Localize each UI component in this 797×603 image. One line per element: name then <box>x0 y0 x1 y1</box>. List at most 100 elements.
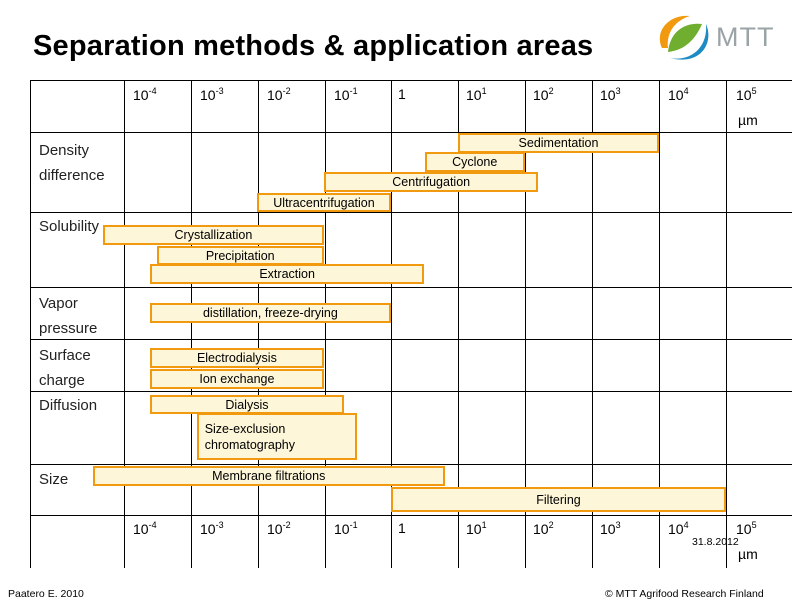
tick-exponent: 1 <box>481 520 487 530</box>
axis-tick-label: 101 <box>466 86 487 103</box>
method-bar: Sedimentation <box>458 133 659 153</box>
tick-exponent: -2 <box>282 86 291 96</box>
tick-exponent: 5 <box>751 86 757 96</box>
footer-copyright: © MTT Agrifood Research Finland <box>605 588 764 600</box>
category-label: Diffusion <box>39 397 98 414</box>
tick-base: 10 <box>668 87 684 103</box>
method-label: Dialysis <box>225 397 269 412</box>
slide-date: 31.8.2012 <box>692 536 739 548</box>
category-label: Vapor <box>39 295 78 312</box>
tick-exponent: -3 <box>215 520 224 530</box>
method-bar: Dialysis <box>149 395 345 414</box>
tick-base: 10 <box>668 521 684 537</box>
method-bar: Ultracentrifugation <box>257 193 391 212</box>
axis-tick-label: 104 <box>668 520 689 537</box>
axis-tick-label: 10-3 <box>200 86 224 103</box>
method-label: Electrodialysis <box>196 351 277 365</box>
tick-base: 10 <box>334 521 350 537</box>
footer-author: Paatero E. 2010 <box>8 588 84 600</box>
tick-base: 10 <box>736 521 752 537</box>
tick-exponent: 4 <box>683 520 689 530</box>
tick-exponent: 3 <box>615 86 621 96</box>
page-title: Separation methods & application areas <box>33 30 594 62</box>
tick-exponent: 2 <box>548 86 554 96</box>
tick-exponent: 2 <box>548 520 554 530</box>
method-label: Size-exclusion chromatography <box>204 421 296 452</box>
method-bar: Cyclone <box>424 152 525 172</box>
axis-tick-label: 10-1 <box>334 520 358 537</box>
tick-base: 10 <box>267 87 283 103</box>
axis-tick-label: 10-2 <box>267 86 291 103</box>
method-bar: Filtering <box>391 487 726 512</box>
logo-green-leaf <box>668 23 702 52</box>
method-label: Centrifugation <box>392 175 471 189</box>
tick-base: 10 <box>200 87 216 103</box>
tick-base: 10 <box>533 87 549 103</box>
method-label: Extraction <box>259 267 315 281</box>
tick-base: 1 <box>398 520 406 536</box>
tick-exponent: 1 <box>481 86 487 96</box>
axis-tick-label: 101 <box>466 520 487 537</box>
category-label: Solubility <box>39 218 100 235</box>
tick-base: 10 <box>600 521 616 537</box>
method-label: Precipitation <box>205 248 275 263</box>
method-bar: Centrifugation <box>324 172 539 192</box>
axis-tick-label: 105 <box>736 86 757 103</box>
axis-tick-label: 103 <box>600 520 621 537</box>
tick-base: 10 <box>267 521 283 537</box>
tick-exponent: -1 <box>349 86 358 96</box>
method-bar: Extraction <box>149 264 425 284</box>
axis-tick-label: 10-3 <box>200 520 224 537</box>
axis-unit: µm <box>738 546 758 562</box>
axis-tick-label: 10-4 <box>133 520 157 537</box>
category-label: pressure <box>39 320 98 337</box>
tick-base: 10 <box>133 87 149 103</box>
tick-base: 10 <box>736 87 752 103</box>
axis-tick-label: 104 <box>668 86 689 103</box>
axis-tick-label: 105 <box>736 520 757 537</box>
axis-tick-label: 1 <box>398 86 406 102</box>
method-label: Filtering <box>536 492 581 507</box>
mtt-logo <box>659 15 709 60</box>
method-label: Crystallization <box>174 228 253 242</box>
method-bar: Crystallization <box>102 225 324 245</box>
axis-tick-label: 102 <box>533 520 554 537</box>
tick-exponent: -3 <box>215 86 224 96</box>
logo-text: MTT <box>716 22 775 52</box>
axis-tick-label: 103 <box>600 86 621 103</box>
method-label: Sedimentation <box>518 136 599 150</box>
method-bar: distillation, freeze-drying <box>149 303 391 323</box>
method-bar: Size-exclusion chromatography <box>196 413 358 460</box>
tick-base: 10 <box>200 521 216 537</box>
tick-base: 10 <box>133 521 149 537</box>
logo-orange-swoosh <box>659 15 690 48</box>
method-bar: Membrane filtrations <box>92 466 445 486</box>
tick-base: 10 <box>334 87 350 103</box>
axis-tick-label: 10-1 <box>334 86 358 103</box>
tick-exponent: 4 <box>683 86 689 96</box>
axis-unit: µm <box>738 112 758 128</box>
tick-exponent: -2 <box>282 520 291 530</box>
category-label: Size <box>39 471 69 488</box>
tick-base: 10 <box>466 87 482 103</box>
tick-base: 1 <box>398 86 406 102</box>
category-label: Surface <box>39 347 91 364</box>
tick-exponent: -1 <box>349 520 358 530</box>
axis-tick-label: 1 <box>398 520 406 536</box>
method-label: Ion exchange <box>199 372 275 386</box>
method-label: distillation, freeze-drying <box>202 306 338 320</box>
method-bar: Precipitation <box>156 246 324 265</box>
method-label: Ultracentrifugation <box>273 195 375 210</box>
category-label: Density <box>39 142 90 159</box>
tick-exponent: -4 <box>148 520 157 530</box>
method-bar: Ion exchange <box>149 369 324 389</box>
tick-base: 10 <box>600 87 616 103</box>
tick-base: 10 <box>533 521 549 537</box>
method-label: Cyclone <box>452 155 498 169</box>
tick-exponent: 3 <box>615 520 621 530</box>
axis-tick-label: 102 <box>533 86 554 103</box>
tick-exponent: 5 <box>751 520 757 530</box>
tick-base: 10 <box>466 521 482 537</box>
logo-blue-swoosh <box>670 24 709 60</box>
